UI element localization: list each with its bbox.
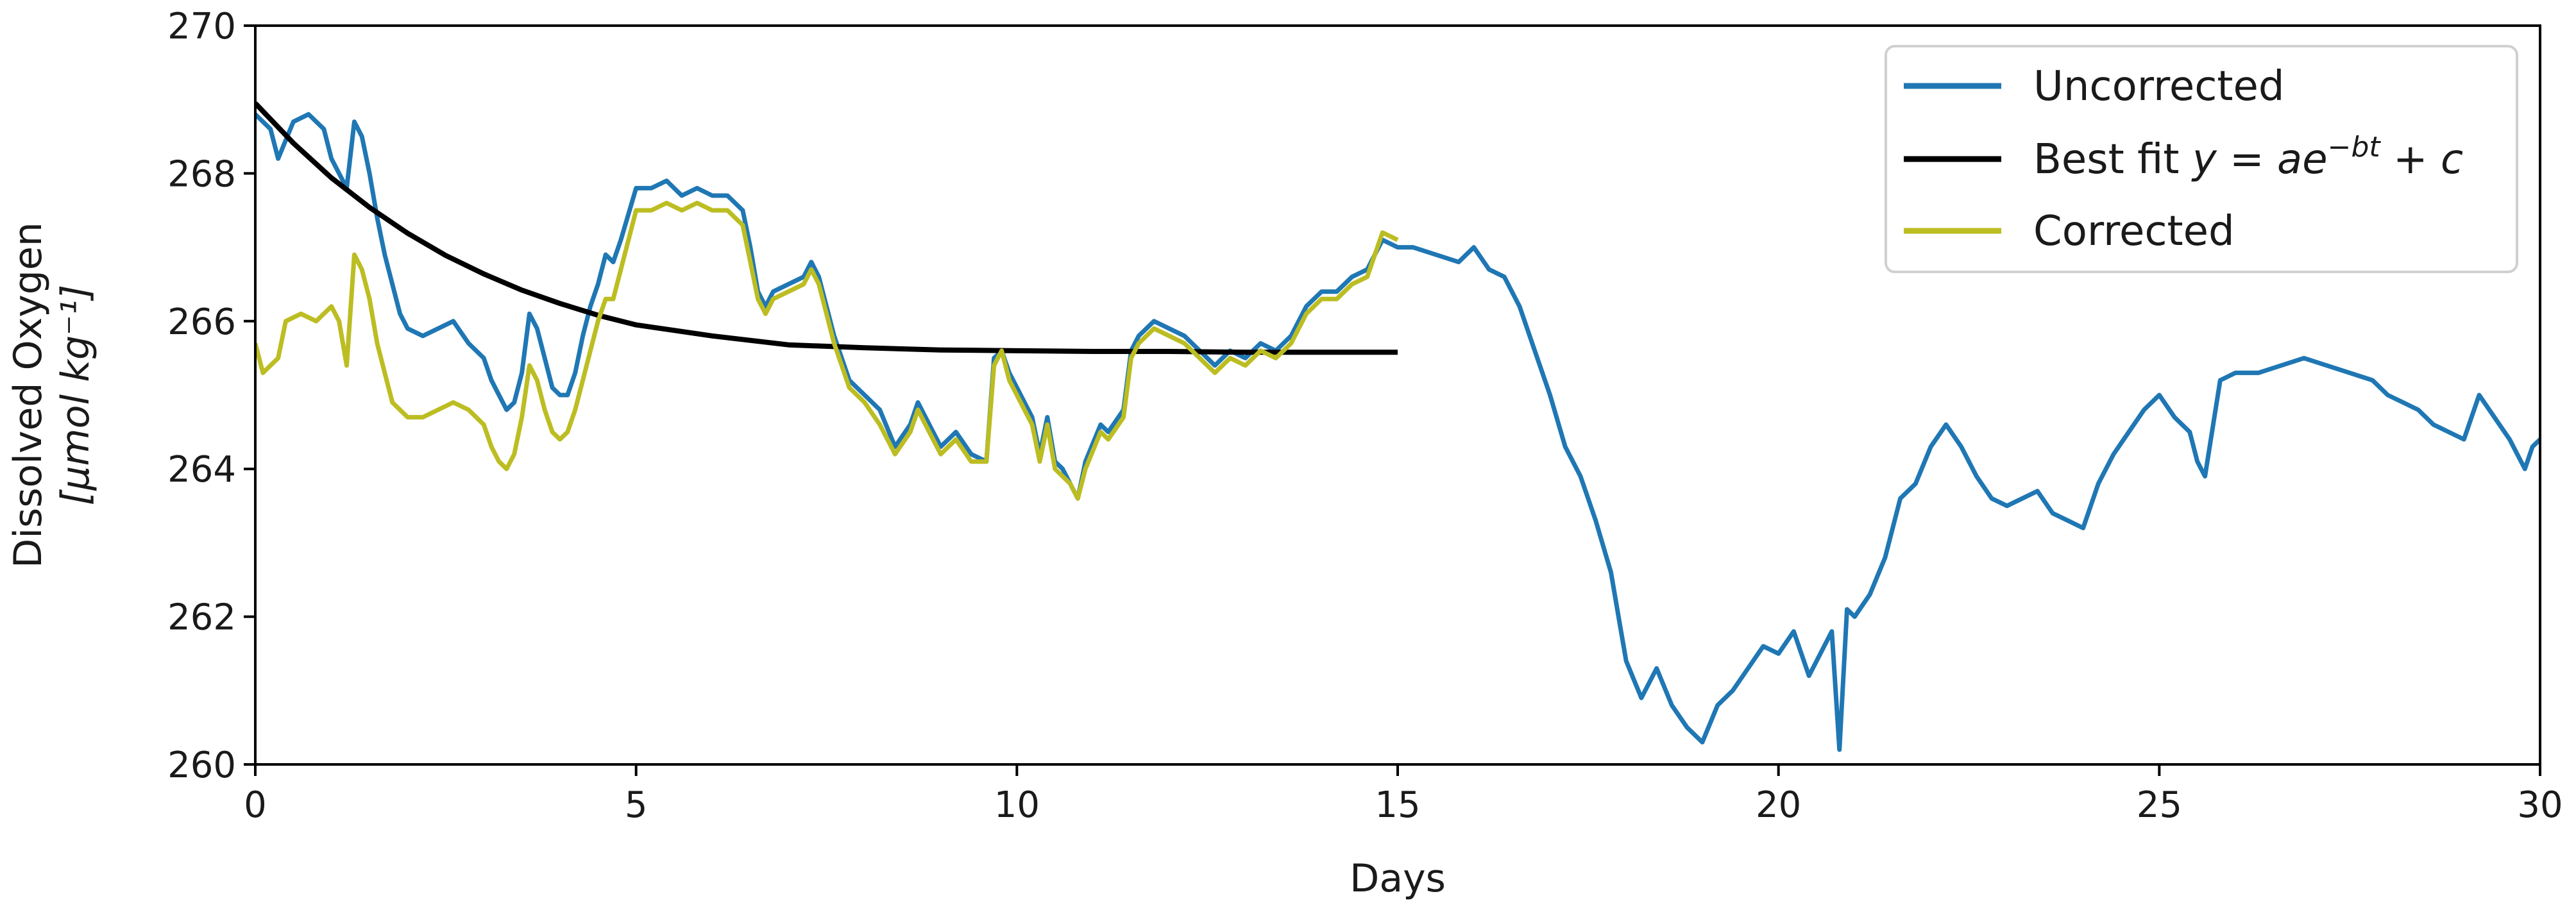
plot-lines: [255, 101, 2540, 752]
x-tick-label: 20: [1756, 784, 1801, 826]
legend-label-best-fit: Best fit y = ae−bt + c: [2033, 131, 2463, 183]
y-axis-label-line1: Dissolved Oxygen: [6, 222, 51, 568]
legend: Uncorrected Best fit y = ae−bt + c Corre…: [1885, 45, 2518, 273]
x-tick-label: 15: [1375, 784, 1420, 826]
y-axis-label: Dissolved Oxygen [μmol kg⁻¹]: [6, 222, 98, 568]
x-tick-label: 25: [2137, 784, 2182, 826]
legend-label-uncorrected: Uncorrected: [2033, 63, 2285, 110]
y-tick-label: 264: [167, 449, 236, 491]
legend-label-corrected: Corrected: [2033, 208, 2235, 255]
x-tick-label: 0: [244, 784, 267, 826]
y-axis: 260 262 264 266 268 270: [167, 6, 255, 786]
y-tick-label: 260: [167, 745, 236, 786]
series-line-corrected: [255, 201, 1399, 501]
y-tick-label: 270: [167, 6, 236, 47]
y-tick-label: 268: [167, 153, 236, 195]
x-tick-label: 30: [2517, 784, 2563, 826]
x-axis: 0 5 10 15 20 25 30: [244, 764, 2563, 826]
x-tick-label: 5: [625, 784, 648, 826]
y-tick-label: 266: [167, 301, 236, 343]
legend-box: [1885, 45, 2518, 273]
series-line-best-fit: [255, 101, 1398, 355]
x-axis-label: Days: [1350, 856, 1446, 901]
x-tick-label: 10: [994, 784, 1040, 826]
y-axis-label-line2: [μmol kg⁻¹]: [53, 285, 98, 505]
y-tick-label: 262: [167, 597, 236, 639]
